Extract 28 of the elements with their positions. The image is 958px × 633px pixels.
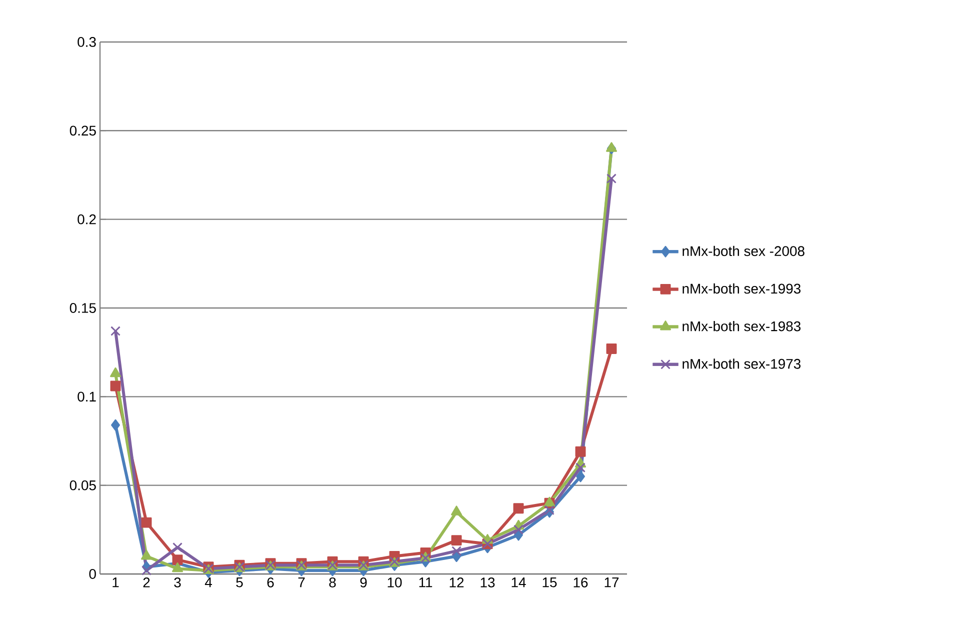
legend-label: nMx-both sex -2008 [682,246,804,256]
legend-label: nMx-both sex-1983 [682,320,801,332]
y-tick-label: 0.1 [78,392,96,402]
x-tick-label: 17 [604,578,619,588]
x-tick-label: 16 [574,578,588,588]
x-tick-label: 4 [204,578,212,588]
y-tick-label: 0.3 [78,37,96,47]
x-tick-label: 12 [450,578,464,588]
legend-label: nMx-both sex-1973 [682,358,801,369]
y-tick-label: 0 [89,569,96,579]
x-tick-label: 8 [329,578,336,588]
legend-label: nMx-both sex-1993 [682,283,801,294]
y-tick-label: 0.25 [70,126,96,136]
x-tick-label: 9 [360,578,367,588]
x-tick-label: 7 [298,578,305,588]
x-tick-label: 6 [267,578,274,588]
y-tick-label: 0.15 [70,303,96,313]
x-tick-label: 3 [174,578,181,588]
y-tick-label: 0.2 [78,214,96,224]
x-tick-label: 10 [388,578,402,588]
x-tick-label: 13 [480,578,495,588]
x-tick-label: 1 [112,578,119,588]
x-tick-label: 14 [512,578,526,588]
x-tick-label: 5 [236,578,243,588]
x-tick-label: 11 [419,578,432,588]
y-tick-label: 0.05 [70,480,96,490]
x-tick-label: 15 [542,578,557,588]
x-tick-label: 2 [143,578,150,588]
